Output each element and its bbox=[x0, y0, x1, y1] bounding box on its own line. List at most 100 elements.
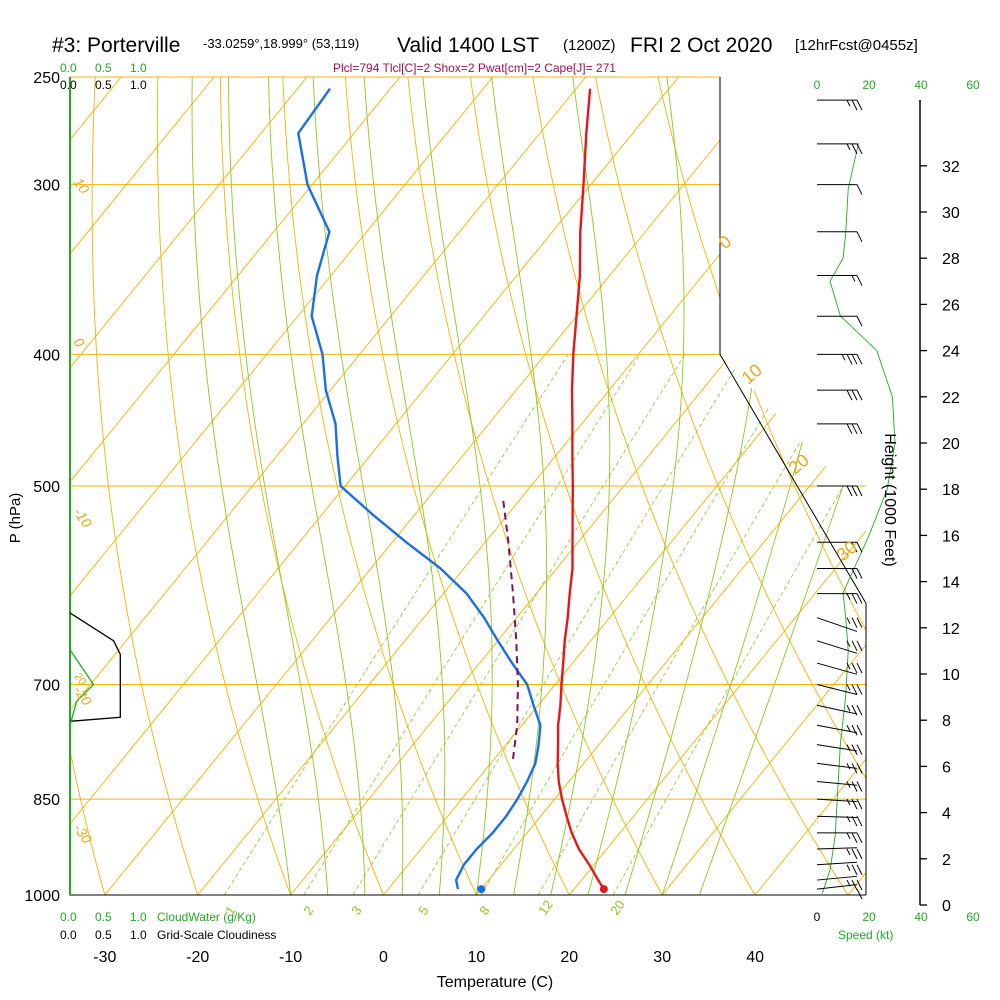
mixing-ratio-label: 8 bbox=[476, 903, 492, 918]
cloudwater-label: CloudWater (g/Kg) bbox=[157, 910, 256, 924]
cloudiness-profile bbox=[69, 612, 121, 722]
wind-barb-flag bbox=[851, 389, 858, 401]
wind-barb-half-flag bbox=[846, 864, 851, 871]
height-tick-label: 32 bbox=[942, 159, 960, 176]
dry-adiabat-line bbox=[70, 77, 114, 895]
wind-barb bbox=[817, 184, 863, 195]
wind-barb bbox=[816, 815, 863, 827]
isotherm-line bbox=[70, 77, 235, 895]
wind-barb-flag bbox=[856, 423, 863, 435]
mixing-ratio-line bbox=[480, 354, 802, 895]
wind-barb bbox=[816, 744, 863, 755]
wind-barb-flag bbox=[851, 763, 858, 774]
wind-barb-flag bbox=[856, 617, 863, 628]
wind-barb-staff bbox=[816, 617, 858, 632]
pressure-tick-label: 850 bbox=[33, 792, 60, 809]
surface-dewpoint-marker bbox=[477, 885, 486, 894]
temperature-tick-label: 30 bbox=[653, 949, 671, 966]
wind-barb-half-flag bbox=[846, 593, 851, 600]
mixing-ratio-label: 5 bbox=[415, 903, 431, 918]
wind-barb-staff bbox=[816, 762, 858, 769]
wind-barb-half-flag bbox=[846, 763, 851, 770]
wind-barb-flag bbox=[856, 316, 863, 327]
isotherm-line bbox=[70, 77, 327, 895]
wind-barb-half-flag bbox=[846, 684, 851, 691]
temperature-tick-label: 0 bbox=[379, 949, 388, 966]
wind-barb-flag bbox=[851, 744, 858, 755]
isotherm-line bbox=[80, 77, 792, 895]
wind-barb-half-flag bbox=[846, 744, 851, 751]
height-tick-label: 26 bbox=[942, 297, 960, 314]
wind-barb-staff bbox=[816, 724, 858, 734]
wind-barb-staff bbox=[816, 798, 858, 803]
wind-barb-flag bbox=[851, 725, 858, 736]
cloudwater-bottom-tick: 1.0 bbox=[130, 910, 147, 924]
temperature-tick-label: -20 bbox=[186, 949, 209, 966]
wind-barb-staff bbox=[816, 744, 858, 752]
surface-temperature-marker bbox=[599, 885, 608, 894]
moist-adiabat-line bbox=[311, 77, 404, 895]
wind-barb bbox=[816, 861, 863, 875]
dry-adiabat-line bbox=[343, 77, 585, 895]
wind-barb-flag bbox=[851, 879, 858, 891]
cloudwater-bottom-tick: 0.0 bbox=[60, 910, 77, 924]
dewpoint-profile bbox=[297, 88, 542, 890]
mixing-ratio-line bbox=[417, 354, 745, 895]
wind-barb bbox=[817, 353, 863, 365]
pressure-tick-label: 700 bbox=[33, 678, 60, 695]
wind-barb-flag bbox=[851, 354, 858, 365]
moist-adiabat-line bbox=[698, 77, 866, 895]
wind-barb-flag bbox=[856, 593, 863, 604]
moist-adiabat-line bbox=[362, 77, 446, 895]
cloudiness-top-tick: 0.5 bbox=[95, 78, 112, 92]
wind-barb-staff bbox=[816, 704, 858, 715]
parcel-path bbox=[501, 497, 519, 760]
wind-barb bbox=[817, 275, 863, 286]
wind-barb-flag bbox=[856, 798, 863, 810]
wind-barb-flag bbox=[851, 815, 858, 827]
wind-barb-staff bbox=[816, 780, 858, 786]
moist-adiabat-line bbox=[661, 77, 866, 895]
cloudwater-bottom-tick: 0.5 bbox=[95, 910, 112, 924]
title-date: FRI 2 Oct 2020 bbox=[630, 34, 772, 57]
wind-barb-half-flag bbox=[846, 143, 851, 151]
dry-adiabat-line bbox=[528, 77, 866, 895]
wind-barb-flag bbox=[856, 354, 863, 365]
wind-barb-flag bbox=[856, 184, 863, 195]
wind-barb bbox=[817, 99, 863, 111]
isotherm-line bbox=[824, 77, 866, 895]
wind-barb-flag bbox=[851, 848, 858, 860]
pressure-tick-label: 400 bbox=[33, 347, 60, 364]
wind-barb-flag bbox=[851, 485, 858, 497]
wind-barb bbox=[816, 684, 863, 696]
wind-speed-profile bbox=[821, 142, 896, 894]
wind-barb-half-flag bbox=[846, 879, 851, 887]
mixing-ratio-label: 20 bbox=[607, 897, 628, 917]
pressure-tick-label: 1000 bbox=[24, 888, 60, 905]
wind-barb-flag bbox=[856, 485, 863, 497]
wind-barb-flag bbox=[856, 684, 863, 695]
speed-bottom-tick: 60 bbox=[966, 910, 980, 924]
wind-barb-staff bbox=[816, 875, 858, 881]
wind-barb bbox=[817, 567, 863, 579]
cloudwater-line-label: 20 bbox=[72, 671, 89, 688]
pressure-tick-label: 500 bbox=[33, 479, 60, 496]
wind-barb-flag bbox=[851, 640, 858, 652]
height-tick-label: 28 bbox=[942, 251, 960, 268]
wind-barb-flag bbox=[851, 617, 858, 628]
wind-barb-half-flag bbox=[846, 832, 851, 840]
wind-barb-half-flag bbox=[851, 275, 856, 282]
plot-frame-right bbox=[719, 77, 867, 895]
wind-barb-flag bbox=[856, 640, 863, 652]
cloudwater-top-tick: 0.5 bbox=[95, 61, 112, 75]
wind-barb-flag bbox=[846, 485, 853, 497]
height-tick-label: 2 bbox=[942, 852, 951, 869]
wind-barb-flag bbox=[851, 705, 858, 716]
wind-barb-flag bbox=[856, 143, 863, 155]
wind-barb-half-flag bbox=[846, 640, 851, 648]
temperature-tick-label: 10 bbox=[468, 949, 486, 966]
moist-adiabat-line bbox=[488, 77, 548, 895]
moist-adiabat-label: 10 bbox=[738, 360, 766, 388]
wind-barb-half-flag bbox=[846, 725, 851, 732]
y-axis-label: P (hPa) bbox=[7, 493, 24, 544]
